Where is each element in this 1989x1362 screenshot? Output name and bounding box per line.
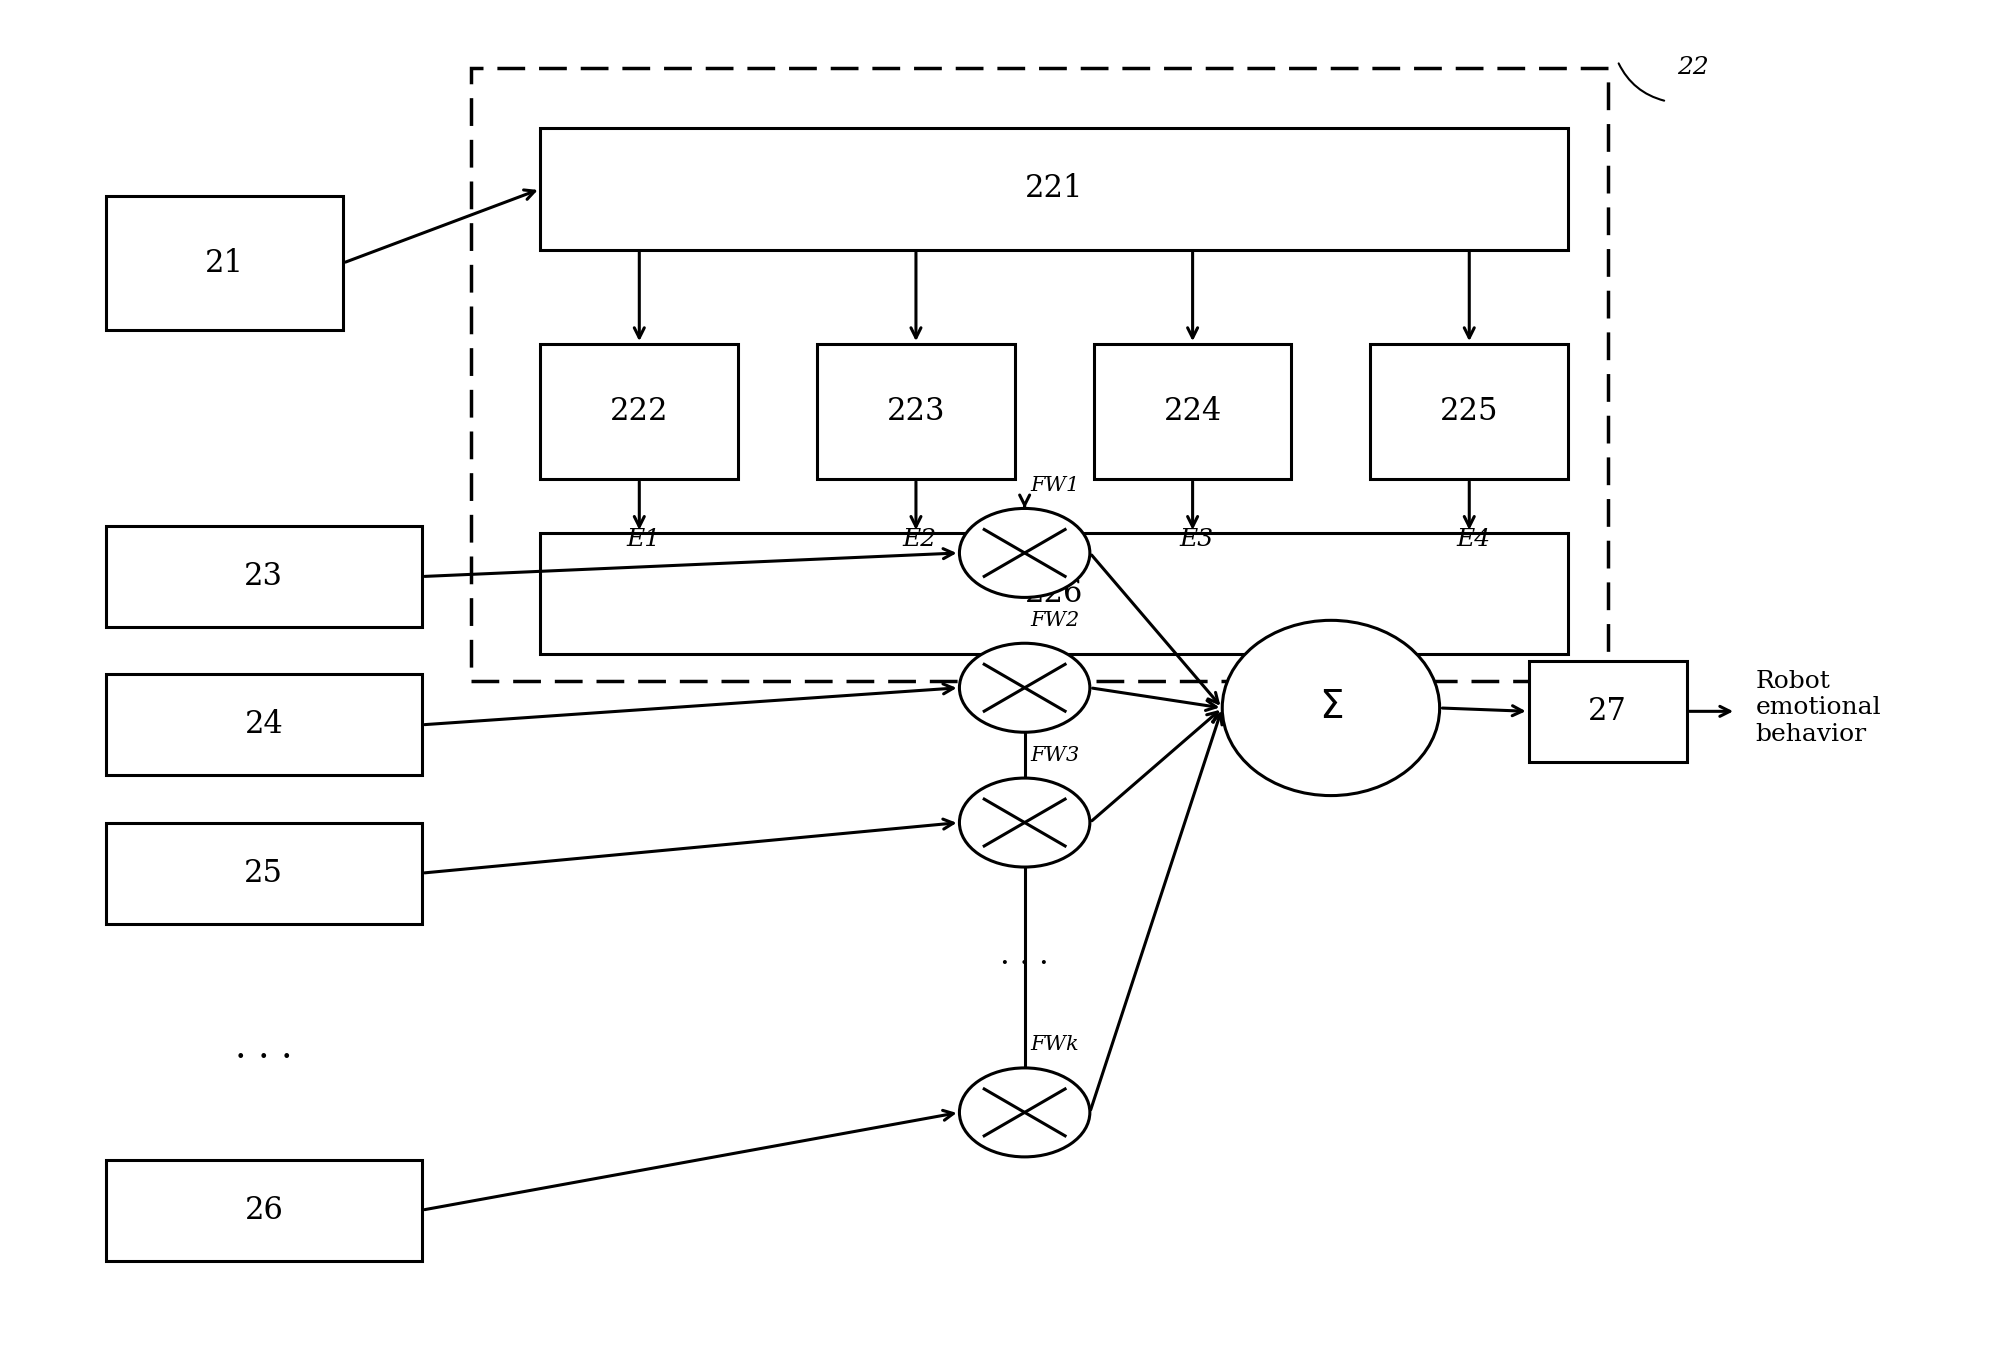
- FancyBboxPatch shape: [1370, 345, 1567, 479]
- Circle shape: [959, 1068, 1090, 1156]
- Text: · · ·: · · ·: [235, 1042, 292, 1076]
- FancyBboxPatch shape: [105, 823, 422, 923]
- Circle shape: [959, 778, 1090, 868]
- Text: 221: 221: [1024, 173, 1082, 204]
- FancyBboxPatch shape: [541, 533, 1567, 654]
- Text: 222: 222: [611, 396, 668, 426]
- Text: E3: E3: [1179, 528, 1213, 552]
- Text: 25: 25: [245, 858, 282, 888]
- FancyBboxPatch shape: [1094, 345, 1291, 479]
- Text: Robot
emotional
behavior: Robot emotional behavior: [1754, 670, 1880, 746]
- Text: 21: 21: [205, 248, 245, 279]
- Text: 26: 26: [245, 1194, 282, 1226]
- Text: 225: 225: [1440, 396, 1498, 426]
- Text: 22: 22: [1677, 56, 1709, 79]
- Text: E1: E1: [627, 528, 660, 552]
- Text: 23: 23: [245, 561, 282, 592]
- FancyBboxPatch shape: [541, 345, 738, 479]
- Text: · · ·: · · ·: [1000, 948, 1048, 979]
- FancyBboxPatch shape: [541, 128, 1567, 249]
- FancyBboxPatch shape: [105, 674, 422, 775]
- Text: FW3: FW3: [1030, 745, 1080, 764]
- Text: FWk: FWk: [1030, 1035, 1078, 1054]
- Text: 226: 226: [1024, 577, 1082, 609]
- Text: $\Sigma$: $\Sigma$: [1319, 689, 1343, 726]
- Text: 224: 224: [1164, 396, 1221, 426]
- FancyBboxPatch shape: [1528, 661, 1687, 761]
- Circle shape: [959, 508, 1090, 598]
- Ellipse shape: [1221, 620, 1438, 795]
- FancyBboxPatch shape: [817, 345, 1014, 479]
- Text: 223: 223: [887, 396, 945, 426]
- Text: E2: E2: [903, 528, 937, 552]
- Circle shape: [959, 643, 1090, 733]
- FancyBboxPatch shape: [105, 526, 422, 627]
- Text: FW2: FW2: [1030, 610, 1080, 629]
- Text: FW1: FW1: [1030, 475, 1080, 494]
- FancyBboxPatch shape: [105, 196, 342, 331]
- FancyBboxPatch shape: [105, 1159, 422, 1261]
- Text: 24: 24: [245, 710, 282, 741]
- Text: E4: E4: [1456, 528, 1490, 552]
- Text: 27: 27: [1587, 696, 1627, 727]
